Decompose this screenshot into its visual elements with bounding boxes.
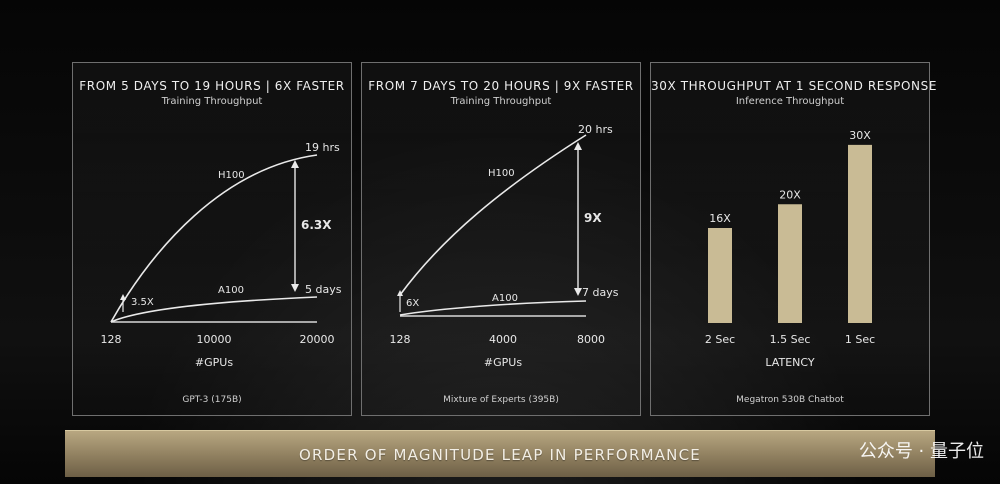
bar-value-label: 16X bbox=[709, 212, 731, 225]
panel-footer: GPT-3 (175B) bbox=[182, 395, 242, 405]
bar-chart-megatron: LATENCY 16X 2 Sec 20X 1.5 Sec 30X 1 Sec bbox=[705, 129, 875, 369]
series-line-h100 bbox=[110, 154, 318, 323]
annotation-6x: 6X bbox=[406, 298, 419, 309]
banner-text: ORDER OF MAGNITUDE LEAP IN PERFORMANCE bbox=[299, 446, 701, 464]
bar bbox=[848, 144, 872, 323]
bar-value-label: 30X bbox=[849, 129, 871, 142]
x-axis-label: LATENCY bbox=[765, 356, 814, 369]
end-label-a100: 7 days bbox=[582, 286, 619, 299]
arrow-head-up bbox=[291, 160, 299, 168]
panel-title: 30X THROUGHPUT AT 1 SECOND RESPONSE bbox=[651, 79, 938, 93]
category-label: 1.5 Sec bbox=[770, 333, 811, 346]
panel-footer: Mixture of Experts (395B) bbox=[443, 395, 559, 405]
arrow-head-down bbox=[291, 284, 299, 292]
arrow-head-small bbox=[120, 294, 126, 300]
end-label-h100: 19 hrs bbox=[305, 141, 340, 154]
arrow-head-small bbox=[397, 290, 403, 296]
panel-moe: FROM 7 DAYS TO 20 HOURS | 9X FASTER Trai… bbox=[361, 62, 641, 416]
bar bbox=[778, 204, 802, 323]
annotation-3-5x: 3.5X bbox=[131, 297, 154, 308]
bar-value-label: 20X bbox=[779, 188, 801, 201]
panel-gpt3: FROM 5 DAYS TO 19 HOURS | 6X FASTER Trai… bbox=[72, 62, 352, 416]
end-label-a100: 5 days bbox=[305, 283, 342, 296]
panel-megatron: 30X THROUGHPUT AT 1 SECOND RESPONSE Infe… bbox=[650, 62, 938, 416]
panel-title: FROM 7 DAYS TO 20 HOURS | 9X FASTER bbox=[368, 79, 634, 93]
bar bbox=[708, 228, 732, 323]
series-label-a100: A100 bbox=[218, 285, 244, 296]
arrow-head-down bbox=[574, 288, 582, 296]
panel-title: FROM 5 DAYS TO 19 HOURS | 6X FASTER bbox=[79, 79, 345, 93]
series-line-h100 bbox=[399, 134, 587, 296]
panel-footer: Megatron 530B Chatbot bbox=[736, 395, 844, 405]
x-tick-label: 4000 bbox=[489, 333, 517, 346]
x-axis-label: #GPUs bbox=[195, 356, 233, 369]
panel-subtitle: Inference Throughput bbox=[735, 96, 845, 107]
x-tick-label: 10000 bbox=[197, 333, 232, 346]
x-tick-label: 20000 bbox=[300, 333, 335, 346]
annotation-6-3x: 6.3X bbox=[301, 218, 332, 232]
x-tick-label: 8000 bbox=[577, 333, 605, 346]
series-label-h100: H100 bbox=[488, 168, 515, 179]
line-chart-gpt3: H100 A100 19 hrs 5 days 6.3X 3.5X 128 10… bbox=[101, 141, 342, 369]
panel-subtitle: Training Throughput bbox=[161, 96, 263, 107]
bottom-banner: ORDER OF MAGNITUDE LEAP IN PERFORMANCE bbox=[65, 430, 935, 477]
line-chart-moe: H100 A100 20 hrs 7 days 9X 6X 128 4000 8… bbox=[390, 123, 619, 369]
series-line-a100 bbox=[110, 296, 318, 323]
series-line-a100 bbox=[399, 300, 587, 316]
x-tick-label: 128 bbox=[101, 333, 122, 346]
category-label: 1 Sec bbox=[845, 333, 875, 346]
series-label-a100: A100 bbox=[492, 293, 518, 304]
arrow-head-up bbox=[574, 142, 582, 150]
x-tick-label: 128 bbox=[390, 333, 411, 346]
series-label-h100: H100 bbox=[218, 170, 245, 181]
annotation-9x: 9X bbox=[584, 211, 602, 225]
x-axis-label: #GPUs bbox=[484, 356, 522, 369]
category-label: 2 Sec bbox=[705, 333, 735, 346]
watermark: 公众号 · 量子位 bbox=[858, 441, 984, 462]
end-label-h100: 20 hrs bbox=[578, 123, 613, 136]
panel-subtitle: Training Throughput bbox=[450, 96, 552, 107]
